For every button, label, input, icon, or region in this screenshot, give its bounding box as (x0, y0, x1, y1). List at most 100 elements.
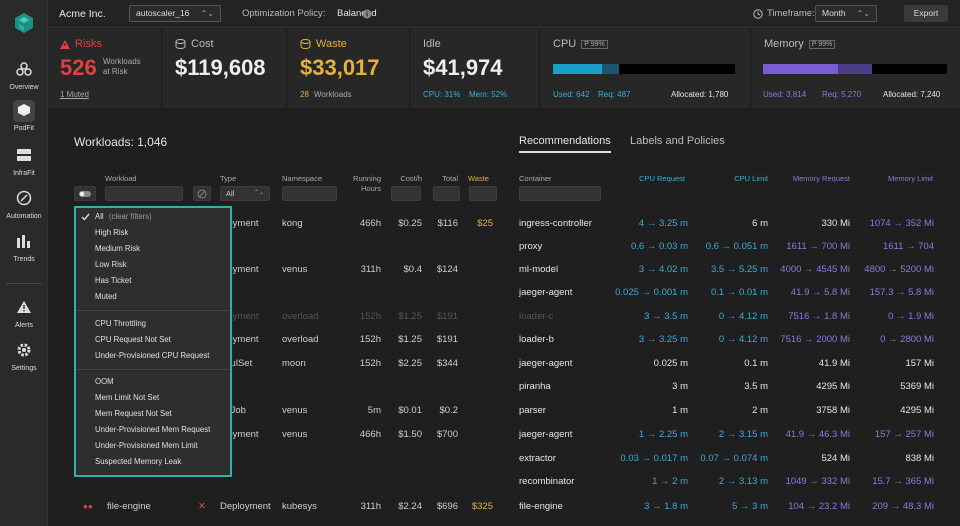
sidebar-item-overview[interactable]: Overview (0, 59, 48, 91)
memory-request-value: 104 → 23.2 Mi (788, 501, 850, 512)
filter-option-low-risk[interactable]: Low Risk (95, 260, 127, 269)
container-filter-input[interactable] (519, 186, 601, 201)
table-row[interactable]: extractor 0.03 → 0.017 m 0.07 → 0.074 m 524… (48, 448, 960, 471)
filter-option-label: All (95, 212, 104, 221)
info-icon[interactable] (362, 9, 372, 19)
running-hours: 152h (359, 334, 381, 345)
top-bar: Acme Inc. autoscaler_16 ⌃⌄ Optimization … (48, 0, 960, 28)
memory-allocated: Allocated: 7,240 (883, 90, 941, 99)
sidebar-item-trends[interactable]: Trends (0, 231, 48, 263)
filter-option-has-ticket[interactable]: Has Ticket (95, 276, 132, 285)
risk-filter-toggle[interactable] (74, 186, 96, 201)
table-row[interactable]: onJob venus 5m $0.01 $0.2 parser 1 m 2 m 3758 Mi… (48, 400, 960, 423)
workload-type: ployment (220, 311, 259, 322)
sidebar-item-automation[interactable]: Automation (0, 188, 48, 220)
tab-recommendations[interactable]: Recommendations (519, 135, 611, 153)
col-running-2[interactable]: Hours (360, 184, 381, 193)
cpu-limit-value: 3.5 → 5.25 m (710, 264, 768, 275)
settings-icon (17, 343, 31, 356)
table-row[interactable]: recombinator 1 → 2 m 2 → 3.13 m 1049 → 332 … (48, 471, 960, 494)
container-name: extractor (519, 453, 556, 464)
memory-percentile-badge[interactable]: P 99% (808, 39, 836, 49)
filter-option-under-provisioned-cpu-request[interactable]: Under-Provisioned CPU Request (95, 351, 210, 360)
cpu-limit-value: 2 m (752, 405, 768, 416)
total-filter-input[interactable] (433, 186, 460, 201)
col-running-1[interactable]: Running (353, 174, 381, 183)
summary-bar: Risks 526 Workloads at Risk 1 Muted Cost… (48, 29, 960, 108)
filter-option-suspected-memory-leak[interactable]: Suspected Memory Leak (95, 457, 182, 466)
waste-card[interactable]: Waste $33,017 28 Workloads (288, 29, 410, 108)
col-cpu-request[interactable]: CPU Request (639, 174, 685, 183)
col-total-1[interactable]: Total (442, 174, 458, 183)
filter-option-mem-request-not-set[interactable]: Mem Request Not Set (95, 409, 172, 418)
risks-card[interactable]: Risks 526 Workloads at Risk 1 Muted (48, 29, 162, 108)
sidebar-item-infrafit[interactable]: InfraFit (0, 145, 48, 177)
sidebar-item-podfit[interactable]: PodFit (0, 100, 48, 132)
filter-option-medium-risk[interactable]: Medium Risk (95, 244, 141, 253)
container-name: jaeger-agent (519, 287, 573, 298)
org-name[interactable]: Acme Inc. (59, 8, 106, 20)
table-row[interactable]: ployment overload 152h $1.25 $191 loader-c 3 →… (48, 306, 960, 329)
col-type[interactable]: Type (220, 174, 237, 183)
cpu-limit-value: 3.5 m (744, 381, 768, 392)
filter-option-cpu-request-not-set[interactable]: CPU Request Not Set (95, 335, 171, 344)
workload-filter-input[interactable] (105, 186, 183, 201)
filter-option-muted[interactable]: Muted (95, 292, 117, 301)
table-row[interactable]: ployment venus 466h $1.50 $700 jaeger-agent 1 … (48, 424, 960, 447)
col-waste[interactable]: Waste (468, 174, 489, 183)
col-container[interactable]: Container (519, 174, 552, 183)
app-logo-icon[interactable] (13, 12, 35, 34)
col-cpu-limit[interactable]: CPU Limit (734, 174, 768, 183)
sidebar-item-alerts[interactable]: Alerts (0, 297, 48, 329)
filter-option-mem-limit-not-set[interactable]: Mem Limit Not Set (95, 393, 160, 402)
workload-filter-clear[interactable] (193, 186, 211, 201)
table-row[interactable]: ployment overload 152h $1.25 $191 loader-b 3 →… (48, 329, 960, 352)
namespace-filter-input[interactable] (282, 186, 337, 201)
col-memory-request[interactable]: Memory Request (792, 174, 850, 183)
cost-per-hour: $0.4 (403, 264, 423, 275)
cost-per-hour: $1.25 (398, 311, 422, 322)
filter-option-under-provisioned-mem-limit[interactable]: Under-Provisioned Mem Limit (95, 441, 198, 450)
sidebar-item-settings[interactable]: Settings (0, 340, 48, 372)
waste-filter-input[interactable] (469, 186, 497, 201)
cost-card: Cost $119,608 (163, 29, 287, 108)
close-icon[interactable]: ✕ (198, 501, 206, 512)
col-costh[interactable]: Cost/h (400, 174, 422, 183)
filter-option-under-provisioned-mem-request[interactable]: Under-Provisioned Mem Request (95, 425, 211, 434)
cpu-percentile-badge[interactable]: P 99% (581, 39, 608, 49)
filter-option-oom[interactable]: OOM (95, 377, 114, 386)
filter-option-all[interactable]: All (clear filters) (95, 212, 152, 221)
cpu-request-value: 1 m (672, 405, 688, 416)
memory-request-value: 524 Mi (821, 453, 850, 464)
col-memory-limit[interactable]: Memory Limit (887, 174, 933, 183)
sidebar-item-label: InfraFit (13, 170, 35, 177)
type-filter-select[interactable]: All ⌃⌄ (220, 186, 270, 201)
tab-labels-and-policies[interactable]: Labels and Policies (630, 135, 725, 147)
memory-title: Memory (764, 38, 804, 50)
table-row[interactable]: ●● file-engine ✕ Deployment kubesys 311h $2.24… (48, 496, 960, 519)
filter-option-high-risk[interactable]: High Risk (95, 228, 129, 237)
table-row[interactable]: tefulSet moon 152h $2.25 $344 jaeger-agent 0.0… (48, 353, 960, 376)
memory-limit-value: 15.7 → 365 Mi (872, 476, 934, 487)
filter-option-cpu-throttling[interactable]: CPU Throttling (95, 319, 146, 328)
costh-filter-input[interactable] (391, 186, 421, 201)
risks-value: 526 (60, 55, 97, 80)
table-row[interactable]: ployment venus 311h $0.4 $124 ml-model 3 → 4.0… (48, 259, 960, 282)
cpu-request-value: 3 → 4.02 m (638, 264, 688, 275)
table-row[interactable]: ployment kong 466h $0.25 $116 $25 ingress-cont… (48, 213, 960, 236)
clear-filters-link[interactable]: (clear filters) (108, 212, 152, 221)
cluster-select[interactable]: autoscaler_16 ⌃⌄ (129, 5, 221, 22)
memory-card: Memory P 99% Used: 3,814 Req: 5,270 Allo… (752, 29, 960, 108)
cpu-limit-value: 0.1 m (744, 358, 768, 369)
cpu-title: CPU (553, 38, 577, 50)
table-row[interactable]: piranha 3 m 3.5 m 4295 Mi 5369 Mi (48, 376, 960, 399)
muted-link[interactable]: 1 Muted (60, 90, 89, 99)
col-namespace[interactable]: Namespace (282, 174, 323, 183)
export-button[interactable]: Export (904, 5, 948, 22)
table-row[interactable]: jaeger-agent 0.025 → 0.001 m 0.1 → 0.01 m 4… (48, 282, 960, 305)
timeframe-select[interactable]: Month ⌃⌄ (815, 5, 877, 22)
col-workload[interactable]: Workload (105, 174, 137, 183)
table-row[interactable]: proxy 0.6 → 0.03 m 0.6 → 0.051 m 1611 → 700… (48, 236, 960, 259)
total-cost: $700 (436, 429, 458, 440)
memory-request-value: 7516 → 2000 Mi (780, 334, 850, 345)
